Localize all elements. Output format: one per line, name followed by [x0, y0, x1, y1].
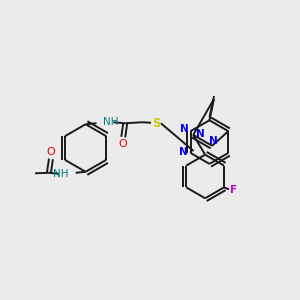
Text: NH: NH: [103, 117, 119, 127]
Text: N: N: [196, 129, 205, 139]
Text: NH: NH: [53, 169, 69, 179]
Text: O: O: [46, 147, 55, 157]
Text: N: N: [180, 124, 189, 134]
Text: N: N: [179, 147, 188, 157]
Text: S: S: [152, 117, 160, 130]
Text: F: F: [230, 185, 238, 195]
Text: O: O: [119, 139, 128, 149]
Text: N: N: [209, 136, 218, 146]
